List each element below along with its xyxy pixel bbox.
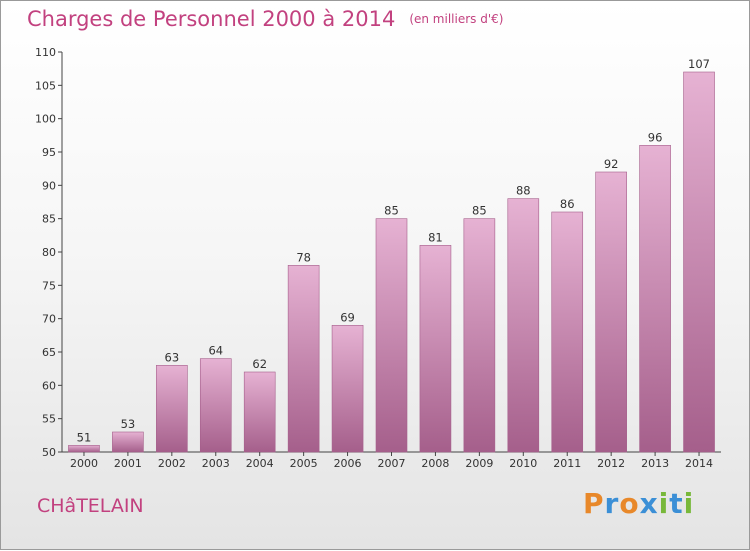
x-tick-label: 2004	[246, 457, 274, 470]
x-tick-label: 2008	[421, 457, 449, 470]
bar-value-label: 69	[340, 310, 355, 324]
x-tick-label: 2014	[685, 457, 713, 470]
bar	[112, 431, 144, 453]
logo-letter: x	[639, 487, 659, 520]
bar-value-label: 85	[472, 204, 487, 218]
y-tick-label: 105	[35, 79, 56, 92]
bar-value-label: 51	[77, 430, 92, 444]
bar	[243, 371, 276, 453]
x-tick-label: 2011	[553, 457, 581, 470]
x-tick-label: 2000	[70, 457, 98, 470]
bar-value-label: 62	[252, 357, 267, 371]
bar-value-label: 107	[688, 57, 710, 71]
bar	[287, 265, 320, 453]
bar	[419, 245, 452, 453]
y-tick-label: 70	[42, 313, 56, 326]
x-tick-label: 2005	[290, 457, 318, 470]
x-tick-label: 2009	[465, 457, 493, 470]
y-tick-label: 55	[42, 413, 56, 426]
chart-title: Charges de Personnel 2000 à 2014 (en mill…	[27, 7, 503, 31]
bar	[639, 145, 671, 453]
bar-value-label: 53	[121, 417, 136, 431]
x-tick-label: 2012	[597, 457, 625, 470]
logo-letter: o	[619, 487, 640, 520]
bar-value-label: 81	[428, 230, 443, 244]
title-text: Charges de Personnel 2000 à 2014	[27, 7, 396, 31]
y-tick-label: 50	[42, 446, 56, 459]
bar	[68, 445, 100, 453]
logo-letter: P	[583, 487, 605, 520]
commune-name: CHâTELAIN	[37, 495, 144, 517]
bar-value-label: 63	[165, 350, 180, 364]
logo-letter: i	[658, 487, 670, 520]
y-tick-label: 65	[42, 346, 56, 359]
bar	[156, 365, 188, 453]
y-tick-label: 60	[42, 379, 56, 392]
y-tick-label: 75	[42, 279, 56, 292]
bar	[551, 211, 584, 453]
bar	[375, 218, 408, 453]
x-tick-label: 2010	[509, 457, 537, 470]
x-tick-label: 2003	[202, 457, 230, 470]
bar	[463, 218, 496, 453]
logo-letter: r	[604, 487, 620, 520]
logo-letter: t	[669, 487, 684, 520]
logo-letter: i	[683, 487, 695, 520]
bar-value-label: 88	[516, 184, 531, 198]
bar	[683, 71, 715, 453]
bar-value-label: 85	[384, 204, 399, 218]
bar	[507, 198, 540, 453]
bar-value-label: 64	[208, 344, 223, 358]
y-tick-label: 90	[42, 179, 56, 192]
bar-value-label: 96	[648, 130, 663, 144]
bar-value-label: 92	[604, 157, 619, 171]
y-tick-label: 95	[42, 146, 56, 159]
x-tick-label: 2007	[378, 457, 406, 470]
x-tick-label: 2006	[334, 457, 362, 470]
bar	[199, 358, 232, 453]
x-tick-label: 2013	[641, 457, 669, 470]
bar-value-label: 78	[296, 250, 311, 264]
bar-value-label: 86	[560, 197, 575, 211]
y-tick-label: 100	[35, 113, 56, 126]
unit-note: (en milliers d'€)	[409, 12, 504, 26]
x-tick-label: 2002	[158, 457, 186, 470]
y-tick-label: 85	[42, 213, 56, 226]
proxiti-logo: Proxiti	[583, 487, 694, 520]
bar	[595, 171, 627, 453]
bar	[331, 325, 364, 453]
y-tick-label: 80	[42, 246, 56, 259]
y-tick-label: 110	[35, 46, 56, 59]
x-tick-label: 2001	[114, 457, 142, 470]
